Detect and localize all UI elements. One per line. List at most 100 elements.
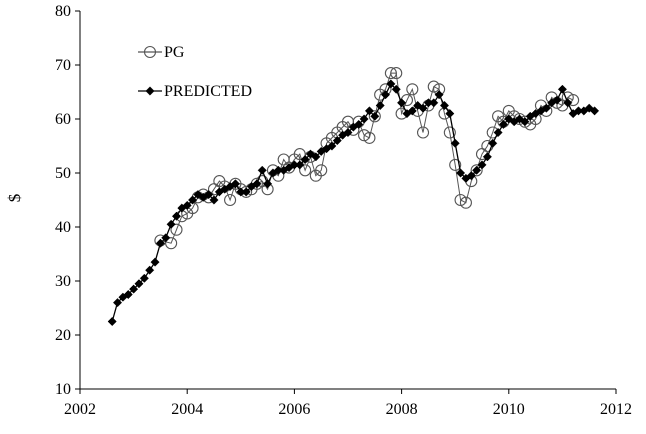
data-point bbox=[311, 152, 321, 162]
x-tick-label: 2012 bbox=[600, 401, 632, 418]
y-tick-label: 60 bbox=[55, 111, 71, 128]
data-point bbox=[170, 223, 183, 236]
x-tick-label: 2010 bbox=[493, 401, 525, 418]
data-point bbox=[407, 106, 417, 116]
legend-label: PG bbox=[164, 44, 185, 61]
data-point bbox=[150, 257, 160, 267]
data-point bbox=[230, 179, 240, 189]
y-tick-label: 50 bbox=[55, 165, 71, 182]
data-point bbox=[327, 141, 337, 151]
data-point bbox=[375, 100, 385, 111]
data-point bbox=[134, 279, 144, 289]
data-point bbox=[466, 171, 476, 181]
data-point bbox=[252, 179, 262, 189]
y-axis-title: $ bbox=[5, 194, 24, 203]
data-point bbox=[439, 100, 450, 111]
data-point bbox=[416, 126, 430, 139]
data-point bbox=[145, 265, 155, 275]
data-point bbox=[332, 136, 342, 146]
data-point bbox=[161, 233, 171, 243]
y-tick-label: 10 bbox=[55, 381, 71, 398]
data-point bbox=[155, 238, 165, 248]
data-point bbox=[363, 131, 376, 144]
data-point bbox=[493, 127, 503, 138]
data-point bbox=[482, 152, 492, 162]
data-point bbox=[391, 84, 401, 94]
data-point bbox=[380, 90, 391, 100]
data-point bbox=[182, 200, 192, 210]
ticks: 10 20 30 40 50 60 70 80 2002 2004 2006 2008 2010 2012 bbox=[55, 3, 632, 418]
legend: PG PREDICTED bbox=[138, 44, 252, 100]
data-point bbox=[300, 154, 310, 165]
legend-label: PREDICTED bbox=[164, 83, 252, 100]
x-tick-label: 2004 bbox=[171, 401, 203, 418]
legend-item-predicted: PREDICTED bbox=[138, 83, 252, 100]
data-point bbox=[449, 158, 462, 171]
data-point bbox=[488, 138, 498, 148]
data-point bbox=[563, 98, 573, 108]
data-point bbox=[584, 103, 594, 113]
data-point bbox=[112, 298, 123, 308]
data-point bbox=[204, 190, 214, 200]
data-point bbox=[590, 106, 600, 116]
data-point bbox=[257, 165, 267, 175]
data-point bbox=[541, 103, 551, 113]
data-point bbox=[209, 195, 219, 205]
data-point bbox=[165, 237, 178, 250]
data-point bbox=[418, 103, 428, 113]
axes bbox=[79, 11, 616, 390]
data-point bbox=[241, 187, 251, 197]
data-point bbox=[295, 160, 305, 170]
y-tick-label: 70 bbox=[55, 57, 71, 74]
data-point bbox=[299, 164, 312, 177]
data-point bbox=[477, 160, 487, 170]
data-point bbox=[370, 111, 380, 121]
data-point bbox=[434, 90, 444, 100]
data-point bbox=[472, 165, 482, 175]
data-point bbox=[123, 289, 133, 300]
y-tick-label: 40 bbox=[55, 219, 71, 236]
data-point bbox=[429, 98, 439, 108]
data-point bbox=[456, 168, 466, 178]
data-point bbox=[386, 79, 396, 89]
data-point bbox=[445, 109, 455, 119]
data-point bbox=[552, 95, 562, 105]
data-point bbox=[343, 127, 353, 138]
data-point bbox=[459, 196, 472, 209]
data-point bbox=[139, 273, 149, 283]
data-point bbox=[129, 284, 139, 294]
data-point bbox=[557, 84, 567, 94]
x-tick-label: 2002 bbox=[64, 401, 96, 418]
data-point bbox=[171, 211, 182, 221]
data-point bbox=[450, 138, 460, 148]
x-tick-label: 2008 bbox=[386, 401, 418, 418]
y-tick-label: 20 bbox=[55, 327, 71, 344]
data-point bbox=[364, 106, 374, 116]
data-point bbox=[397, 98, 407, 108]
y-tick-label: 30 bbox=[55, 273, 71, 290]
legend-marker bbox=[145, 86, 155, 96]
x-tick-label: 2006 bbox=[278, 401, 310, 418]
series-layer bbox=[107, 67, 600, 327]
data-point bbox=[368, 110, 381, 123]
legend-item-pg: PG bbox=[138, 44, 185, 61]
data-point bbox=[390, 67, 403, 80]
data-point bbox=[166, 219, 176, 229]
data-point bbox=[359, 114, 369, 124]
data-point bbox=[470, 164, 483, 177]
y-tick-label: 80 bbox=[55, 3, 71, 20]
data-point bbox=[520, 117, 530, 127]
data-point bbox=[406, 83, 419, 96]
data-point bbox=[107, 316, 117, 327]
data-point bbox=[354, 119, 364, 129]
data-point bbox=[188, 195, 198, 205]
series-predicted bbox=[107, 79, 600, 327]
data-point bbox=[443, 126, 456, 139]
legend-marker bbox=[143, 45, 157, 59]
data-point bbox=[224, 193, 237, 207]
data-point bbox=[384, 67, 397, 80]
data-point bbox=[315, 164, 328, 177]
data-point bbox=[263, 179, 273, 189]
